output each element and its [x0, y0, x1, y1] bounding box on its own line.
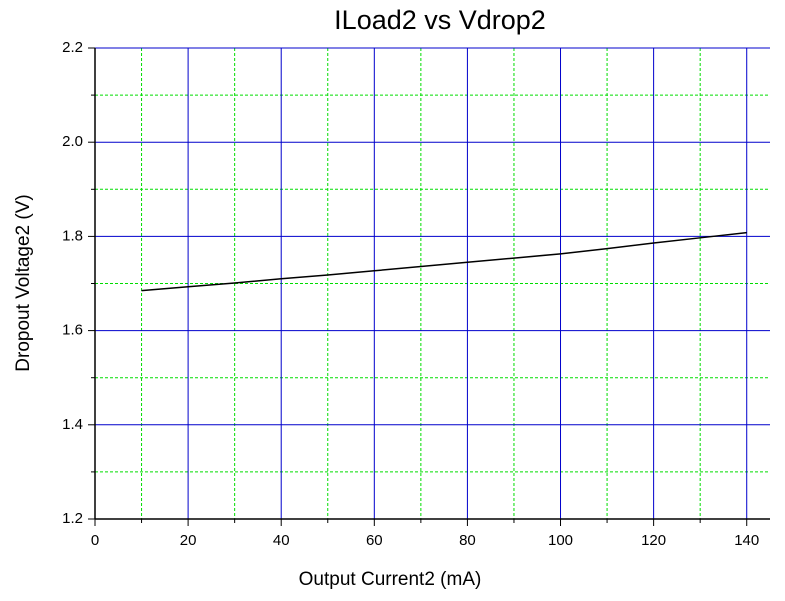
x-tick-label: 140 — [734, 532, 759, 549]
x-tick-label: 80 — [459, 532, 476, 549]
y-tick-label: 1.2 — [62, 510, 83, 527]
y-tick-label: 2.0 — [62, 133, 83, 150]
data-line — [141, 231, 747, 292]
x-tick-label: 100 — [548, 532, 573, 549]
x-axis-label: Output Current2 (mA) — [299, 569, 482, 590]
y-tick-label: 1.4 — [62, 416, 83, 433]
chart-title: ILoad2 vs Vdrop2 — [334, 5, 546, 35]
y-tick-label: 2.2 — [62, 39, 83, 56]
x-tick-label: 60 — [366, 532, 383, 549]
x-tick-label: 40 — [273, 532, 290, 549]
y-tick-label: 1.6 — [62, 322, 83, 339]
x-tick-label: 120 — [641, 532, 666, 549]
x-tick-label: 0 — [91, 532, 99, 549]
y-tick-label: 1.8 — [62, 227, 83, 244]
y-axis-label: Dropout Voltage2 (V) — [13, 194, 34, 371]
x-tick-label: 20 — [180, 532, 197, 549]
